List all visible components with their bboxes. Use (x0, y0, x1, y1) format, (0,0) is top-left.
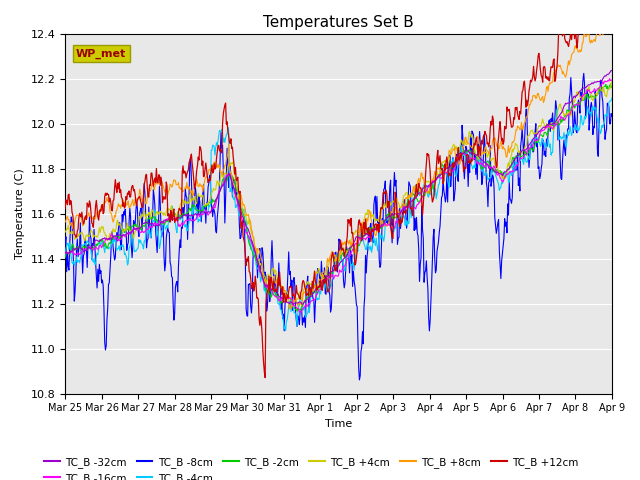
Text: WP_met: WP_met (76, 48, 126, 59)
X-axis label: Time: Time (325, 419, 352, 429)
Title: Temperatures Set B: Temperatures Set B (263, 15, 414, 30)
Legend: TC_B -32cm, TC_B -16cm, TC_B -8cm, TC_B -4cm, TC_B -2cm, TC_B +4cm, TC_B +8cm, T: TC_B -32cm, TC_B -16cm, TC_B -8cm, TC_B … (40, 453, 582, 480)
Y-axis label: Temperature (C): Temperature (C) (15, 168, 25, 259)
